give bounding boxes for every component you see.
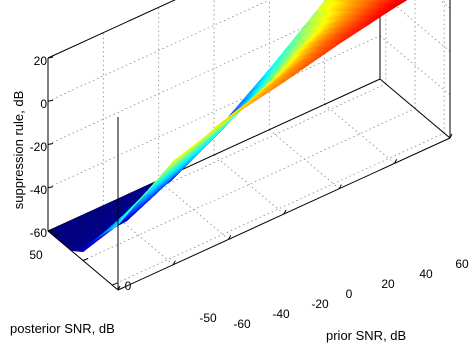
x-tick-label: -40 (272, 307, 290, 321)
z-axis-label: suppression rule, dB (11, 91, 26, 210)
x-tick-label: -20 (311, 297, 329, 311)
y-tick-mark (112, 283, 117, 285)
z-tick-label: 20 (34, 54, 48, 68)
floor-gridline (325, 104, 395, 163)
z-tick-mark (48, 187, 53, 188)
z-tick-mark (48, 100, 53, 101)
z-tick-label: 0 (40, 97, 47, 111)
grid-lines (48, 0, 450, 290)
x-tick-label: -60 (233, 317, 251, 331)
y-tick-mark (83, 259, 88, 261)
z-tick-label: -40 (30, 183, 48, 197)
x-axis-tick-labels: -60 -40 -20 0 20 40 60 (233, 257, 469, 331)
y-axis-label: posterior SNR, dB (10, 321, 115, 336)
axes-box (48, 0, 450, 231)
x-tick-label: 0 (346, 287, 353, 301)
axes-box-edge (380, 79, 450, 138)
x-tick-label: 20 (381, 277, 395, 291)
x-tick-label: 60 (455, 257, 469, 271)
back-wall-gridline (48, 36, 380, 188)
floor-gridline (214, 155, 284, 214)
x-axis-label: prior SNR, dB (326, 328, 406, 343)
z-axis-tick-labels: 20 0 -20 -40 -60 (30, 54, 48, 240)
z-tick-label: -20 (30, 140, 48, 154)
x-tick-label: 40 (419, 267, 433, 281)
y-tick-label: 0 (125, 279, 132, 293)
y-tick-label: 50 (29, 248, 43, 262)
z-tick-label: -60 (30, 226, 48, 240)
z-tick-mark (48, 144, 53, 145)
y-axis-tick-labels: 50 0 -50 (29, 248, 217, 325)
y-tick-label: -50 (199, 311, 217, 325)
surface (48, 0, 450, 252)
floor-gridline (112, 133, 444, 285)
